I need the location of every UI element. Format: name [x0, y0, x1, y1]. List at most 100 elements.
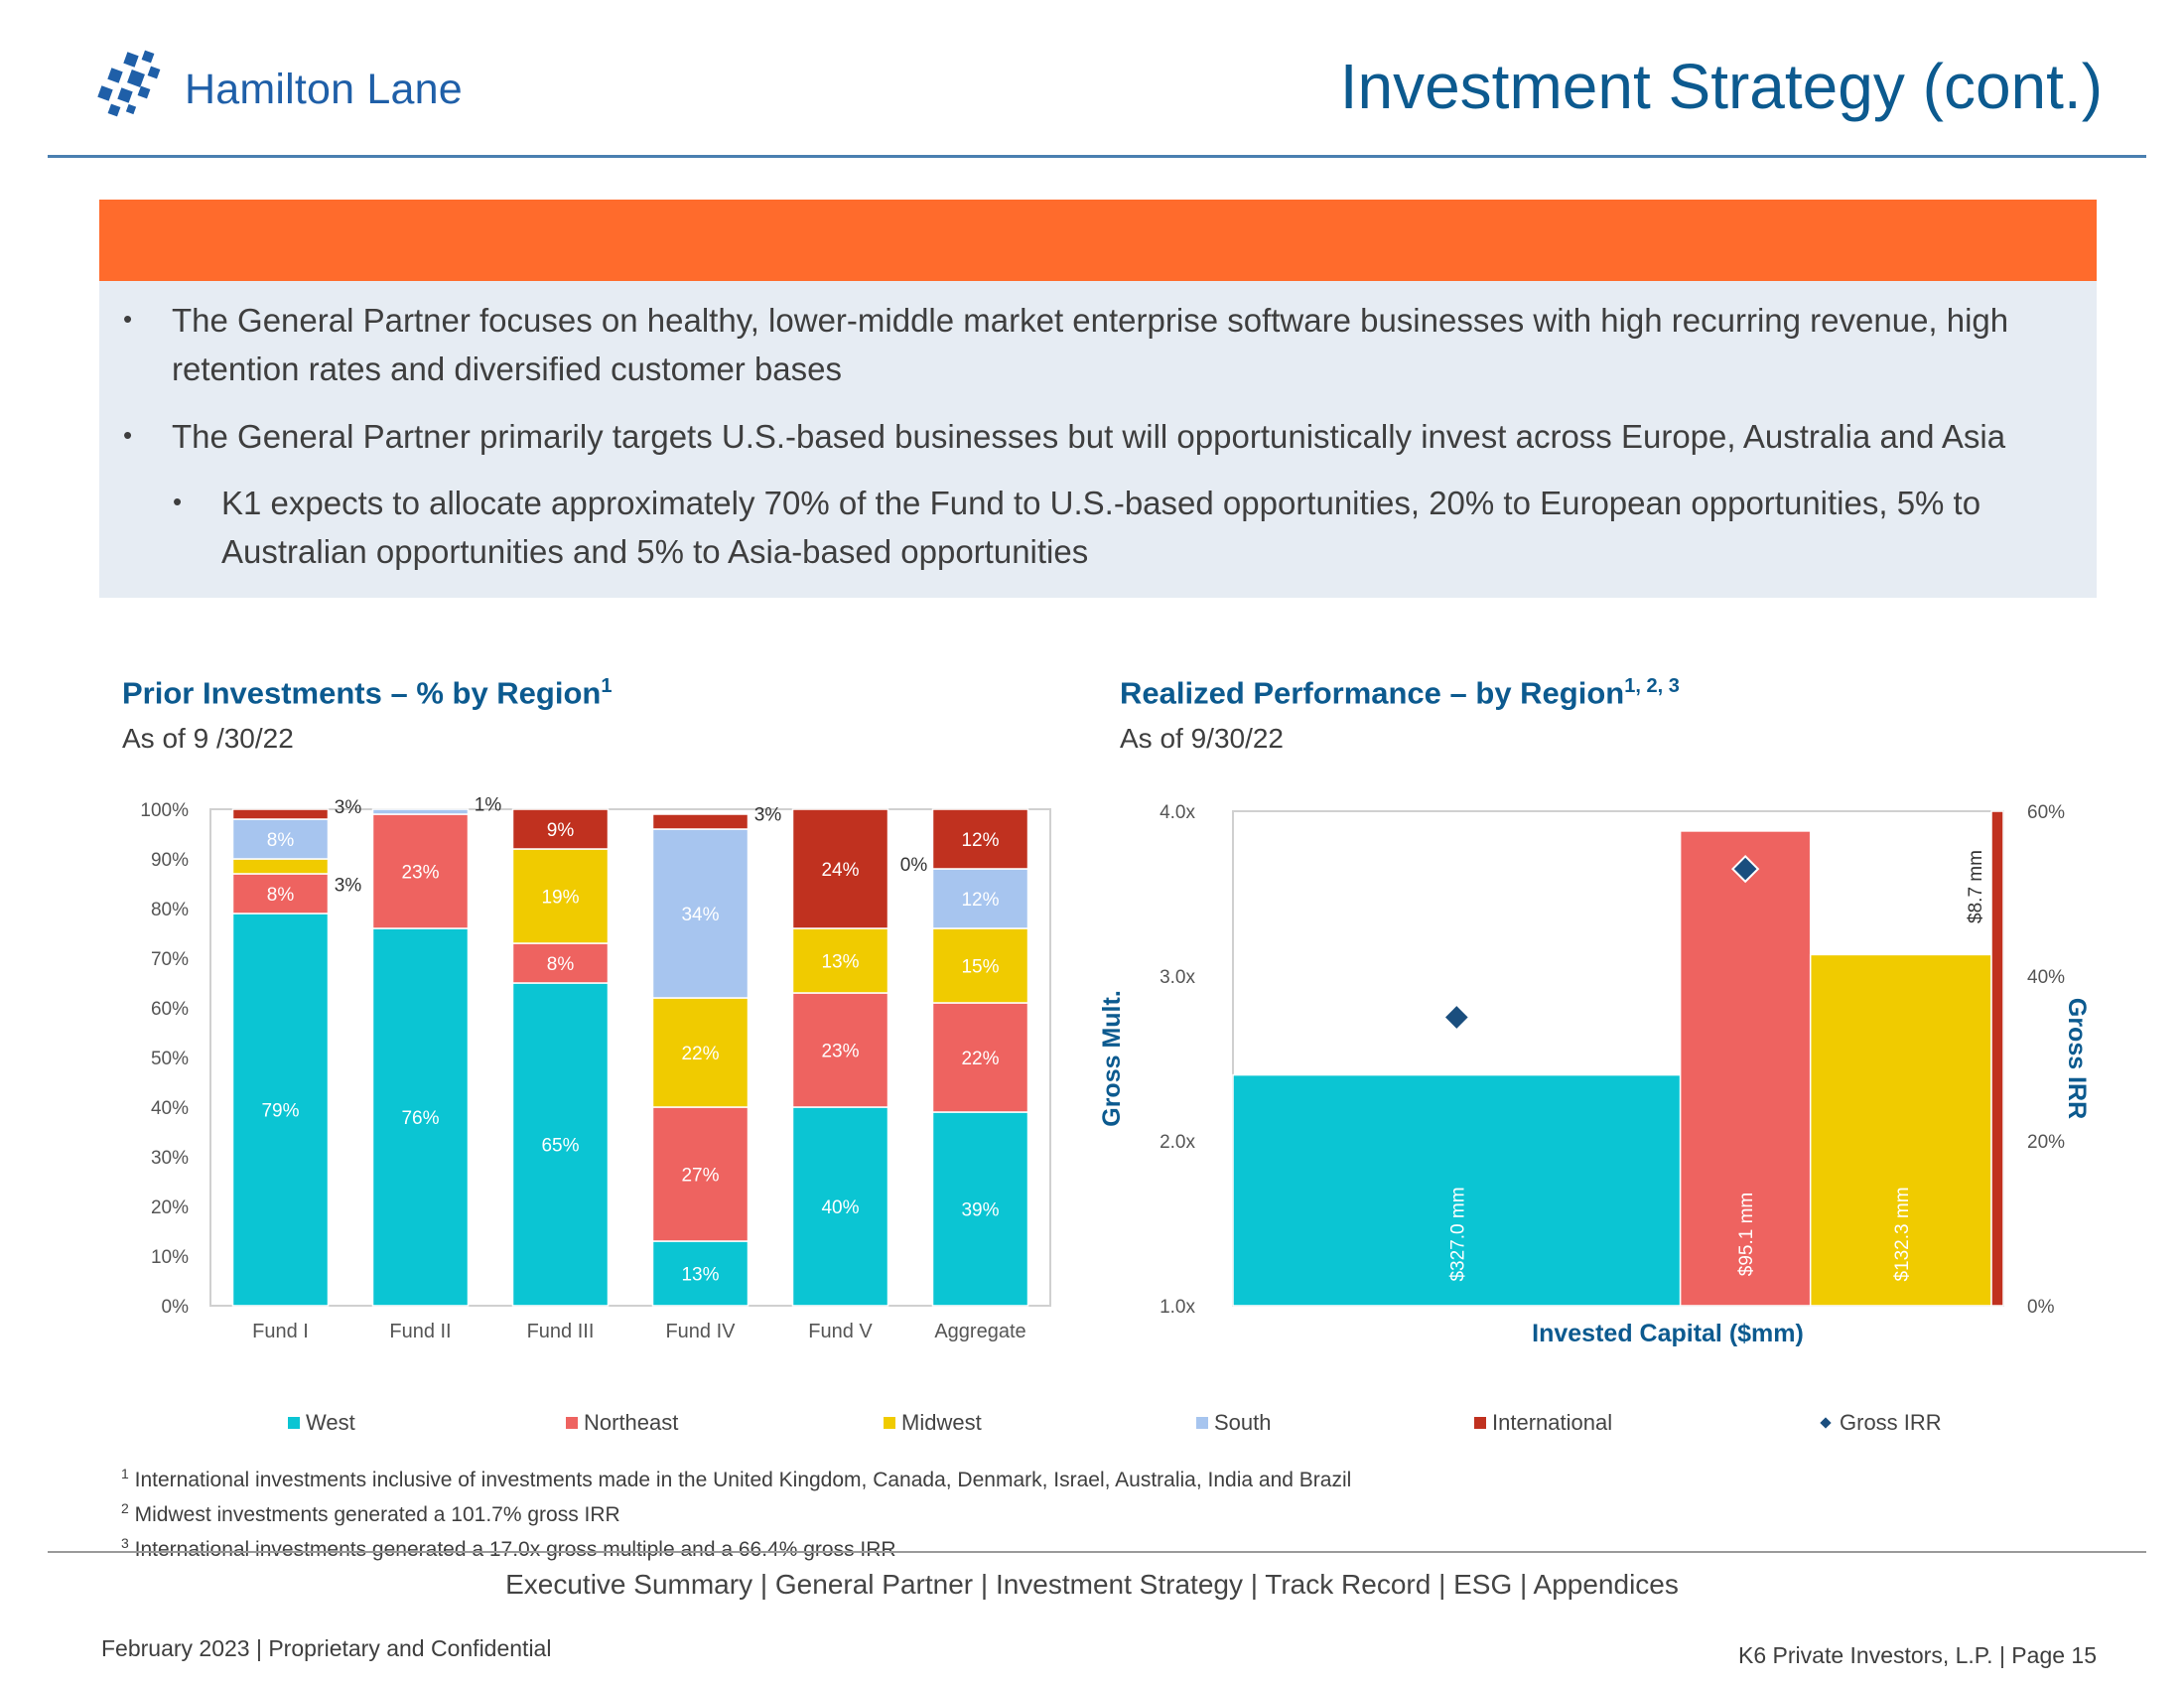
bar-segment-northeast [791, 992, 889, 1108]
sub-bullet-1: K1 expects to allocate approximately 70%… [221, 479, 2078, 576]
data-label: 27% [681, 1166, 719, 1187]
footer-divider [48, 1551, 2146, 1553]
capital-label: $327.0 mm [1447, 1187, 1468, 1281]
legend-label: Midwest [901, 1410, 982, 1435]
plot-frame [209, 808, 1051, 1307]
bullet-2: The General Partner primarily targets U.… [172, 418, 2006, 455]
legend-item-midwest: Midwest [884, 1410, 982, 1436]
data-label: 13% [681, 1265, 719, 1286]
y-axis-title: Gross Mult. [1098, 990, 1126, 1127]
y2-tick-label: 60% [2027, 802, 2065, 823]
data-label: 24% [821, 860, 859, 881]
y-tick-label: 2.0x [1160, 1132, 1195, 1153]
legend-swatch [884, 1417, 895, 1429]
data-label: 34% [681, 905, 719, 925]
realized-performance-chart: 1.0x 2.0x 3.0x 4.0x 0% 20% 40% 60% Gross Mult. Gr… [1098, 802, 2091, 1347]
bar-segment-midwest [511, 848, 610, 944]
left-chart-title: Prior Investments – % by Region1 [122, 675, 612, 711]
right-chart-title: Realized Performance – by Region1, 2, 3 [1120, 675, 1680, 711]
y-tick-label: 0% [162, 1297, 190, 1318]
bar-segment-south [371, 808, 470, 815]
footnote-3-num: 3 [121, 1535, 129, 1551]
footnote-1: 1 International investments inclusive of… [121, 1460, 2007, 1494]
x-tick-label: Fund IV [665, 1321, 736, 1342]
legend-swatch [288, 1417, 300, 1429]
bar-segment-midwest [791, 927, 889, 994]
sub-bullet-dot: • [173, 487, 183, 516]
footer-date: February 2023 | Proprietary and Confiden… [101, 1635, 552, 1661]
legend-label: International [1492, 1410, 1613, 1435]
data-label: 65% [541, 1136, 579, 1157]
bullet-dot: • [123, 420, 133, 450]
x-tick-label: Fund V [808, 1321, 873, 1342]
footnote-3: 3 International investments generated a … [121, 1529, 2007, 1564]
data-label: 22% [681, 1044, 719, 1064]
capital-label: $95.1 mm [1736, 1193, 1757, 1276]
prior-investments-chart: 0% 10% 20% 30% 40% 50% 60% 70% 80% 90% 100% Fund I 7… [140, 795, 1051, 1342]
x-tick-label: Aggregate [934, 1321, 1025, 1342]
orange-banner [99, 200, 2097, 281]
left-chart-title-sup: 1 [601, 675, 613, 697]
legend-label: Northeast [584, 1410, 679, 1435]
y-tick-label: 30% [151, 1148, 189, 1169]
legend-item-west: West [288, 1410, 355, 1436]
data-label: 8% [547, 954, 575, 975]
footnote-3-text: International investments generated a 17… [134, 1538, 896, 1561]
legend-label: South [1214, 1410, 1272, 1435]
y2-tick-label: 20% [2027, 1132, 2065, 1153]
data-label-outside: 0% [900, 855, 928, 876]
y2-axis-title: Gross IRR [2063, 998, 2091, 1119]
y-tick-label: 3.0x [1160, 967, 1195, 988]
bar-segment-midwest [231, 858, 330, 875]
legend-diamond-icon [1820, 1417, 1832, 1429]
legend-swatch [1474, 1417, 1486, 1429]
footer-page: K6 Private Investors, L.P. | Page 15 [1738, 1642, 2097, 1668]
footnote-2-num: 2 [121, 1500, 129, 1516]
bar-segment-midwest [651, 997, 750, 1108]
legend-item-northeast: Northeast [566, 1410, 678, 1436]
sub-bullet-1-line-1: K1 expects to allocate approximately 70%… [221, 485, 1981, 521]
data-label: 19% [541, 888, 579, 909]
bar-segment-international [231, 808, 330, 820]
bullet-1: The General Partner focuses on healthy, … [172, 296, 2078, 393]
irr-marker [1731, 854, 1760, 884]
x-tick-label: Fund III [527, 1321, 595, 1342]
bar-segment-northeast [511, 942, 610, 984]
section-nav[interactable]: Executive Summary | General Partner | In… [505, 1569, 1679, 1600]
left-chart-asof: As of 9 /30/22 [122, 723, 294, 754]
footnote-1-num: 1 [121, 1466, 129, 1481]
footnote-2-text: Midwest investments generated a 101.7% g… [134, 1503, 620, 1526]
data-label: 8% [267, 885, 295, 906]
data-label: 13% [821, 952, 859, 973]
data-label: 22% [961, 1049, 999, 1069]
data-label-outside: 3% [754, 805, 782, 826]
bar-segment-west [511, 982, 610, 1307]
data-label: 23% [821, 1042, 859, 1062]
bar-segment-west [371, 927, 470, 1307]
legend-item-south: South [1196, 1410, 1272, 1436]
x-axis-title: Invested Capital ($mm) [1532, 1320, 1804, 1347]
right-chart-title-sup: 1, 2, 3 [1624, 675, 1680, 697]
y-tick-label: 1.0x [1160, 1297, 1195, 1318]
data-label: 23% [401, 863, 439, 884]
bar-segment-northeast [371, 813, 470, 929]
data-label: 8% [267, 830, 295, 851]
footnote-2: 2 Midwest investments generated a 101.7%… [121, 1494, 2007, 1529]
bar-segment-south [231, 818, 330, 860]
irr-marker [1442, 1003, 1471, 1032]
legend-label: Gross IRR [1840, 1410, 1942, 1435]
y2-tick-label: 0% [2027, 1297, 2055, 1318]
y-tick-label: 40% [151, 1098, 189, 1119]
bar-segment-international [791, 808, 889, 929]
right-chart-asof: As of 9/30/22 [1120, 723, 1285, 754]
bar-segment-west [931, 1111, 1029, 1307]
sub-bullet-1-line-2: Australian opportunities and 5% to Asia-… [221, 533, 1089, 570]
bullet-1-line-2: retention rates and diversified customer… [172, 351, 843, 387]
legend-label: West [306, 1410, 355, 1435]
logo-mark [97, 50, 161, 117]
bar-segment-northeast [651, 1106, 750, 1242]
bar-segment-international [931, 808, 1029, 870]
y-tick-label: 70% [151, 949, 189, 970]
data-label: 12% [961, 890, 999, 911]
chart-legend: West Northeast Midwest South International Gr… [288, 1410, 1976, 1442]
